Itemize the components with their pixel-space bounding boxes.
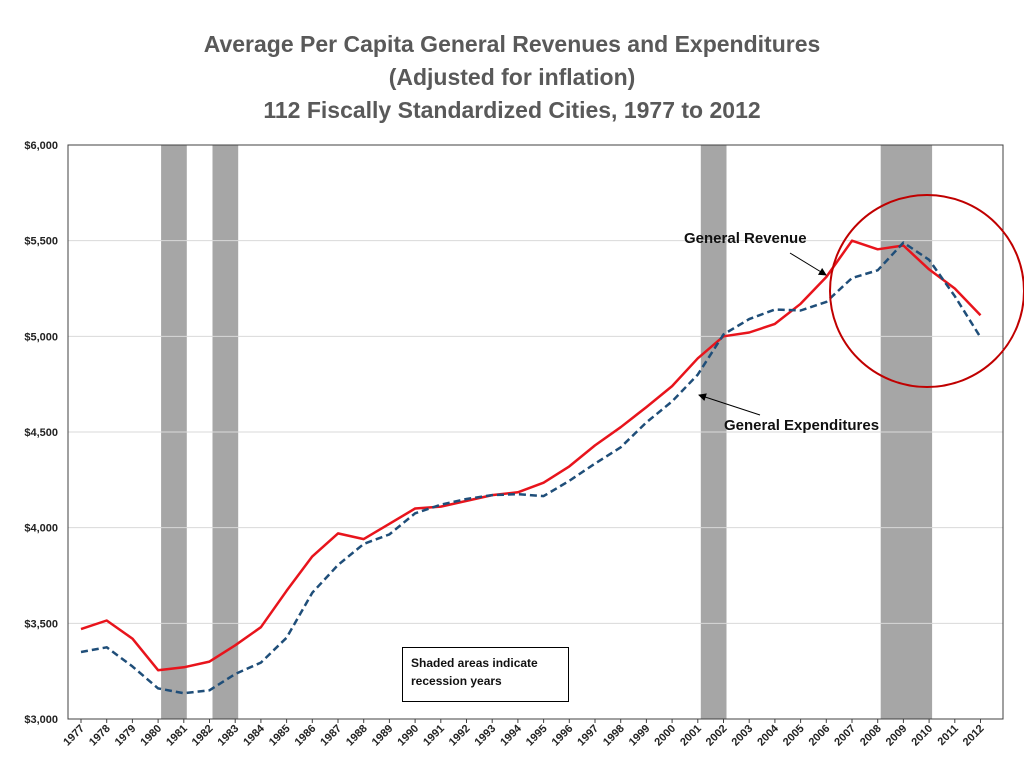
x-tick-label: 1993	[473, 723, 499, 749]
x-tick-label: 1987	[318, 723, 344, 749]
x-tick-label: 1997	[575, 723, 601, 749]
x-tick-label: 2010	[909, 723, 935, 749]
y-tick-label: $3,000	[24, 714, 58, 726]
general-expenditures-label: General Expenditures	[724, 417, 879, 434]
x-tick-label: 2007	[832, 723, 858, 749]
recession-note-line-2: recession years	[411, 674, 502, 688]
x-tick-label: 2000	[652, 723, 678, 749]
x-tick-label: 2004	[755, 722, 781, 748]
y-axis: $3,000 $3,500 $4,000 $4,500 $5,000 $5,500 $6,0…	[24, 140, 58, 726]
y-tick-label: $5,500	[24, 236, 58, 248]
y-tick-label: $5,000	[24, 331, 58, 343]
x-tick-label: 2001	[678, 723, 704, 749]
x-tick-label: 1981	[164, 723, 190, 749]
x-tick-label: 1984	[241, 722, 267, 748]
x-tick-label: 1986	[293, 723, 319, 749]
x-tick-label: 1982	[190, 723, 216, 749]
chart-title-line-3: 112 Fiscally Standardized Cities, 1977 t…	[263, 97, 761, 123]
x-tick-label: 1989	[370, 723, 396, 749]
x-tick-label: 1996	[550, 723, 576, 749]
x-tick-label: 2009	[884, 723, 910, 749]
x-tick-label: 2005	[781, 723, 807, 749]
x-tick-label: 1995	[524, 723, 550, 749]
recession-note-line-1: Shaded areas indicate	[411, 656, 538, 670]
x-tick-label: 1990	[395, 723, 421, 749]
general-revenue-line	[80, 239, 982, 672]
x-tick-label: 1998	[601, 723, 627, 749]
x-tick-label: 2008	[858, 723, 884, 749]
x-tick-label: 2011	[936, 723, 961, 748]
gridlines	[68, 240, 1003, 624]
chart-title: Average Per Capita General Revenues and …	[0, 28, 1024, 127]
general-expenditures-arrow	[698, 393, 761, 416]
y-tick-label: $4,500	[24, 427, 58, 439]
y-tick-label: $3,500	[24, 618, 58, 630]
x-tick-label: 1992	[447, 723, 473, 749]
general-revenue-arrow	[789, 252, 827, 276]
x-tick-label: 2012	[961, 723, 987, 749]
x-tick-label: 1977	[61, 723, 87, 749]
plot-area-frame	[67, 144, 1004, 720]
general-revenue-label: General Revenue	[684, 230, 807, 247]
y-tick-label: $4,000	[24, 523, 58, 535]
x-tick-label: 2006	[807, 723, 833, 749]
x-tick-label: 1983	[216, 723, 242, 749]
chart-title-line-1: Average Per Capita General Revenues and …	[203, 31, 821, 57]
x-tick-label: 1991	[421, 723, 447, 749]
x-axis: 1977 1978 1979 1980 1981 1982 1983 1984 1985 1986…	[61, 719, 987, 749]
x-tick-label: 1979	[113, 723, 139, 749]
x-tick-label: 1985	[267, 723, 293, 749]
x-tick-label: 1999	[627, 723, 653, 749]
highlight-circle	[829, 194, 1024, 388]
chart-title-line-2: (Adjusted for inflation)	[388, 64, 636, 90]
x-tick-label: 2003	[730, 723, 756, 749]
x-tick-label: 1994	[498, 722, 524, 748]
x-tick-label: 1978	[87, 723, 113, 749]
x-tick-label: 1988	[344, 723, 370, 749]
recession-note-box: Shaded areas indicate recession years	[402, 647, 569, 702]
x-tick-label: 1980	[138, 723, 164, 749]
y-tick-label: $6,000	[24, 140, 58, 152]
x-tick-label: 2002	[704, 723, 730, 749]
